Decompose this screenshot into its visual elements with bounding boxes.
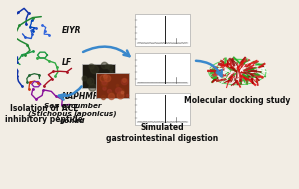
- Bar: [135, 93, 190, 125]
- Text: NAPHMR: NAPHMR: [62, 92, 99, 101]
- Bar: [135, 14, 190, 46]
- FancyBboxPatch shape: [83, 64, 115, 88]
- Text: Simulated
gastrointestinal digestion: Simulated gastrointestinal digestion: [106, 123, 219, 143]
- Text: Isolation of ACE
inhibitory peptide: Isolation of ACE inhibitory peptide: [5, 105, 83, 124]
- Text: EIYR: EIYR: [62, 26, 81, 35]
- Text: Sea cucumber
(Stichopus japonicus)
gonad: Sea cucumber (Stichopus japonicus) gonad: [28, 103, 117, 124]
- FancyBboxPatch shape: [96, 73, 129, 98]
- Bar: [135, 53, 190, 85]
- Text: Molecular docking study: Molecular docking study: [184, 96, 291, 105]
- Text: LF: LF: [62, 58, 72, 67]
